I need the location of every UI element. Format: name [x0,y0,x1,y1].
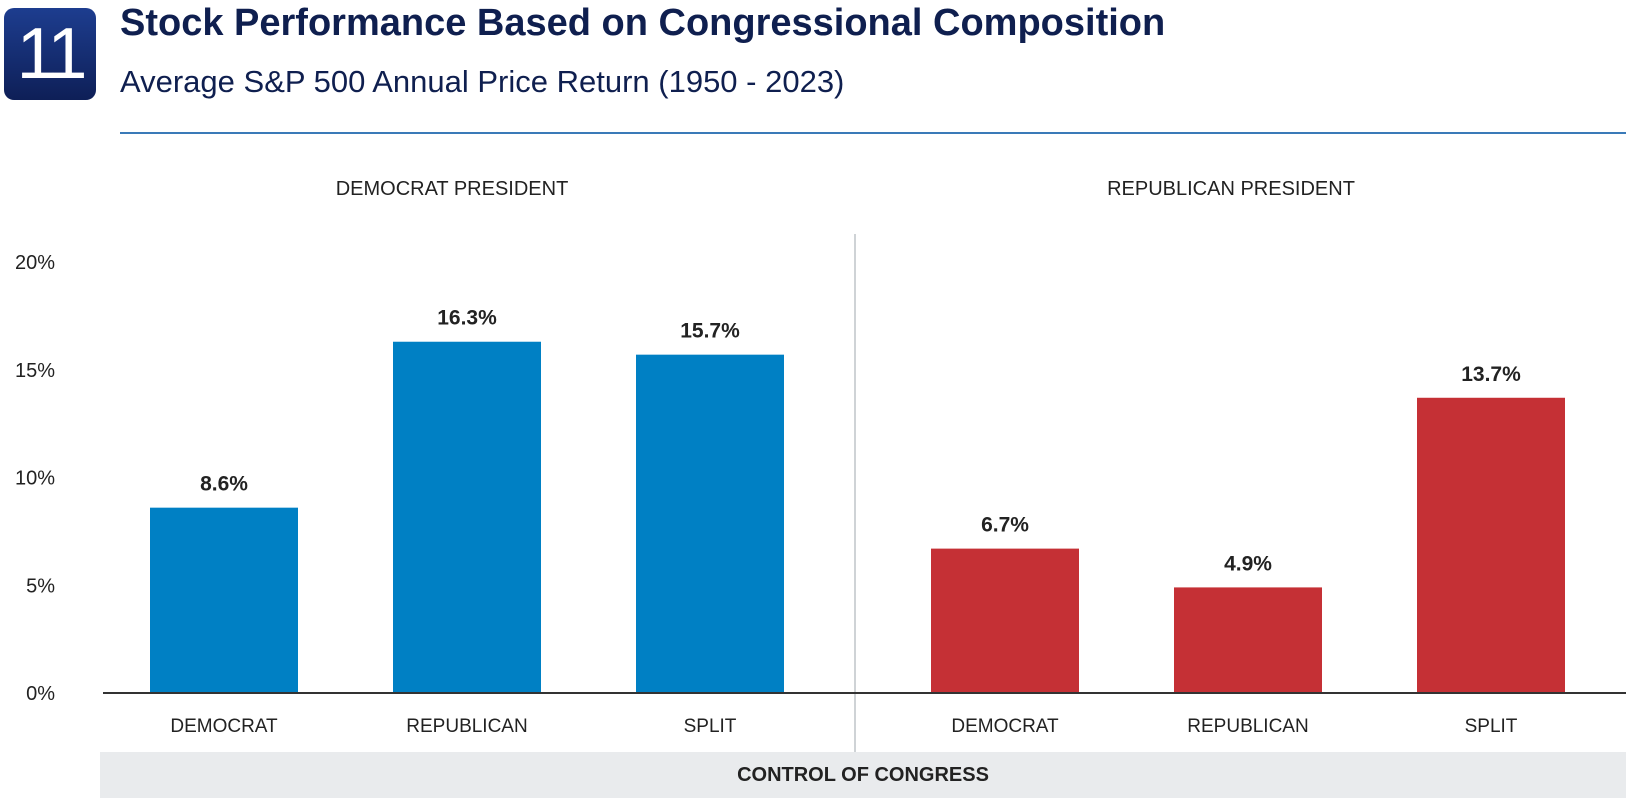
y-tick-label: 20% [15,252,55,274]
x-tick-label: DEMOCRAT [170,716,278,737]
bar-value-label: 13.7% [1461,363,1521,386]
bar-value-label: 15.7% [680,320,740,343]
chart-number-badge: 11 [4,8,96,100]
bar-value-label: 4.9% [1224,552,1272,575]
group-label: REPUBLICAN PRESIDENT [1107,178,1355,200]
y-tick-label: 15% [15,360,55,382]
bar [1417,397,1565,693]
y-tick-label: 5% [26,575,55,597]
bar [931,548,1079,693]
y-tick-label: 10% [15,468,55,490]
bar [150,507,298,693]
x-tick-label: SPLIT [684,716,737,737]
x-tick-label: REPUBLICAN [406,716,527,737]
chart-subtitle: Average S&P 500 Annual Price Return (195… [120,64,845,99]
bar-value-label: 8.6% [200,473,248,496]
bar [393,341,541,693]
x-axis-title: CONTROL OF CONGRESS [737,763,989,786]
bar-value-label: 6.7% [981,514,1029,537]
bar-value-label: 16.3% [437,307,497,330]
x-tick-label: DEMOCRAT [951,716,1059,737]
header-divider [120,132,1626,134]
x-axis-title-band: CONTROL OF CONGRESS [100,752,1626,798]
chart-title: Stock Performance Based on Congressional… [120,2,1166,44]
bar [636,354,784,693]
x-tick-label: SPLIT [1465,716,1518,737]
group-label: DEMOCRAT PRESIDENT [336,178,569,200]
y-tick-label: 0% [26,683,55,705]
x-tick-label: REPUBLICAN [1187,716,1308,737]
bar [1174,587,1322,693]
